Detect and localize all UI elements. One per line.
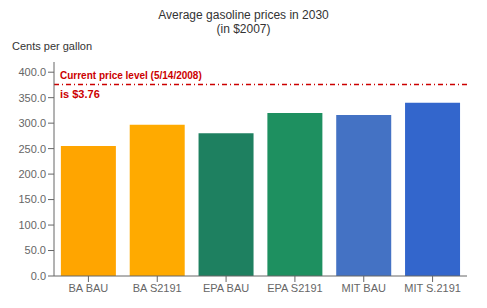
svg-text:50.0: 50.0: [25, 244, 46, 256]
svg-text:150.0: 150.0: [18, 193, 46, 205]
svg-text:350.0: 350.0: [18, 92, 46, 104]
svg-text:BA BAU: BA BAU: [69, 282, 109, 294]
svg-text:Current price level (5/14/2008: Current price level (5/14/2008): [60, 70, 202, 81]
html-text:(in $2007): (in $2007): [216, 22, 271, 36]
html-text:Average gasoline prices in 203: Average gasoline prices in 2030: [158, 8, 329, 22]
svg-text:MIT S.2191: MIT S.2191: [404, 282, 461, 294]
svg-text:0.0: 0.0: [31, 270, 46, 282]
svg-text:100.0: 100.0: [18, 219, 46, 231]
svg-text:300.0: 300.0: [18, 117, 46, 129]
svg-text:EPA BAU: EPA BAU: [203, 282, 249, 294]
svg-text:is $3.76: is $3.76: [60, 88, 100, 100]
svg-text:250.0: 250.0: [18, 143, 46, 155]
svg-text:400.0: 400.0: [18, 66, 46, 78]
svg-text:200.0: 200.0: [18, 168, 46, 180]
html-text:Cents per gallon: Cents per gallon: [12, 40, 93, 52]
svg-text:BA S2191: BA S2191: [133, 282, 182, 294]
svg-text:MIT BAU: MIT BAU: [342, 282, 386, 294]
svg-text:EPA S2191: EPA S2191: [267, 282, 322, 294]
